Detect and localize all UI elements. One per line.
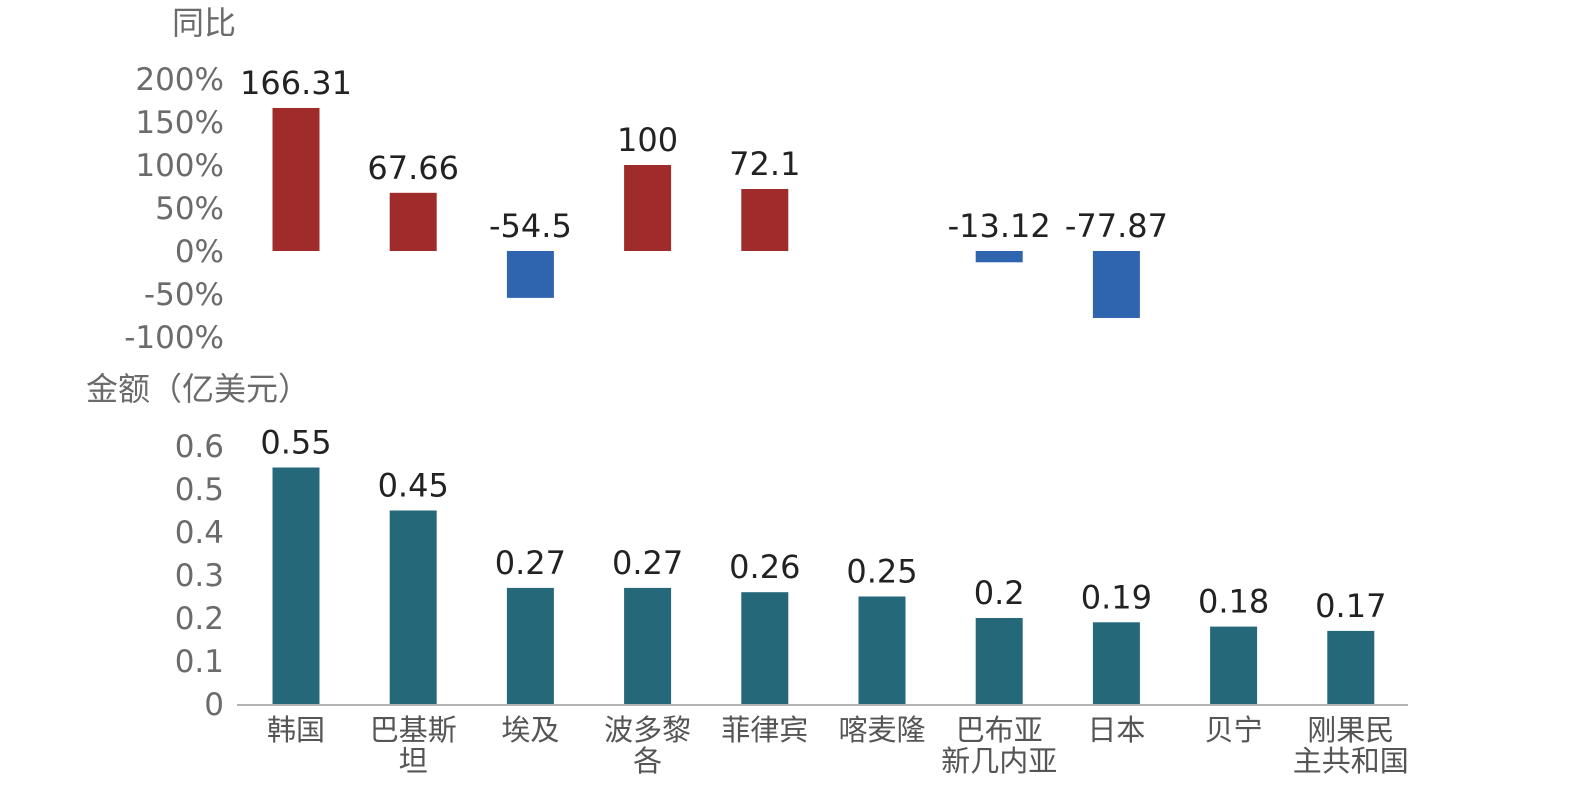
yoy-bar — [741, 188, 789, 251]
yoy-data-label: -77.87 — [1065, 207, 1168, 245]
amount-bar — [1327, 630, 1375, 704]
amount-bars — [272, 467, 1375, 704]
amount-bar — [1210, 626, 1258, 704]
category-label: 巴基斯坦 — [370, 713, 457, 778]
yoy-axis-title: 同比 — [172, 4, 236, 42]
amount-data-label: 0.27 — [612, 544, 683, 582]
amount-data-label: 0.18 — [1198, 583, 1269, 621]
yoy-tick-label: -50% — [144, 277, 224, 313]
category-label: 贝宁 — [1205, 713, 1263, 747]
yoy-data-label: 100 — [617, 121, 678, 159]
yoy-tick-labels: 200% 150% 100% 50% 0% -50% -100% — [124, 62, 224, 356]
amount-bar — [858, 596, 906, 704]
amount-data-label: 0.55 — [260, 424, 331, 462]
category-label: 埃及 — [501, 713, 559, 747]
yoy-tick-label: 0% — [175, 234, 224, 270]
yoy-data-labels: 166.31 67.66 -54.5 100 72.1 -13.12 -77.87 — [240, 64, 1168, 245]
category-label: 菲律宾 — [721, 713, 808, 747]
amount-bar — [272, 467, 320, 704]
category-label-line: 主共和国 — [1293, 744, 1409, 778]
category-label: 刚果民主共和国 — [1293, 713, 1409, 778]
category-label-line: 波多黎 — [604, 713, 691, 747]
category-label-line: 贝宁 — [1205, 713, 1263, 747]
yoy-bar — [272, 107, 320, 252]
amount-data-label: 0.25 — [846, 553, 917, 591]
amount-bar — [389, 510, 437, 704]
amount-bar — [624, 587, 672, 704]
category-label-line: 韩国 — [267, 713, 325, 747]
amount-tick-label: 0 — [204, 687, 224, 723]
amount-data-label: 0.17 — [1315, 587, 1386, 625]
yoy-tick-label: 50% — [155, 191, 224, 227]
amount-data-label: 0.2 — [974, 574, 1025, 612]
yoy-bar — [975, 251, 1023, 263]
amount-bar — [506, 587, 554, 704]
category-label-line: 刚果民 — [1307, 713, 1394, 747]
category-label-line: 巴基斯 — [370, 713, 457, 747]
amount-bar — [1092, 622, 1140, 704]
amount-bar — [975, 618, 1023, 704]
yoy-bar — [506, 251, 554, 298]
yoy-data-label: -54.5 — [489, 207, 572, 245]
category-label-line: 菲律宾 — [721, 713, 808, 747]
yoy-tick-label: 100% — [135, 148, 224, 184]
yoy-data-label: -13.12 — [948, 207, 1051, 245]
yoy-bar — [624, 165, 672, 251]
amount-tick-label: 0.4 — [175, 515, 224, 551]
category-label-line: 巴布亚 — [956, 713, 1043, 747]
yoy-bar — [1092, 251, 1140, 318]
yoy-chart: 同比 200% 150% 100% 50% 0% -50% -100% 166.31 67.6… — [124, 4, 1168, 356]
category-label-line: 新几内亚 — [941, 744, 1057, 778]
amount-tick-label: 0.3 — [175, 558, 224, 594]
category-label: 波多黎各 — [604, 713, 691, 778]
amount-data-label: 0.27 — [495, 544, 566, 582]
amount-tick-label: 0.1 — [175, 644, 224, 680]
category-label-line: 埃及 — [501, 713, 559, 747]
category-label: 巴布亚新几内亚 — [941, 713, 1057, 778]
amount-data-label: 0.26 — [729, 548, 800, 586]
yoy-data-label: 166.31 — [240, 64, 352, 102]
yoy-data-label: 72.1 — [729, 145, 800, 183]
yoy-data-label: 67.66 — [367, 149, 459, 187]
amount-bar — [741, 592, 789, 704]
category-label-line: 日本 — [1087, 713, 1145, 747]
category-label-line: 喀麦隆 — [838, 713, 925, 747]
amount-tick-label: 0.6 — [175, 429, 224, 465]
amount-tick-label: 0.5 — [175, 472, 224, 508]
yoy-bar — [389, 192, 437, 251]
category-label: 日本 — [1087, 713, 1145, 747]
amount-tick-labels: 0.6 0.5 0.4 0.3 0.2 0.1 0 — [175, 429, 224, 723]
category-label-line: 坦 — [399, 744, 428, 778]
amount-data-labels: 0.55 0.45 0.27 0.27 0.26 0.25 0.2 0.19 0.18 0.17 — [260, 424, 1386, 625]
category-label: 喀麦隆 — [838, 713, 925, 747]
amount-axis-title: 金额（亿美元） — [86, 370, 310, 408]
amount-data-label: 0.19 — [1081, 578, 1152, 616]
amount-data-label: 0.45 — [378, 467, 449, 505]
category-label-line: 各 — [633, 744, 662, 778]
amount-chart: 金额（亿美元） 0.6 0.5 0.4 0.3 0.2 0.1 0 0.55 0.45 0.27… — [86, 370, 1409, 778]
yoy-tick-label: 200% — [135, 62, 224, 98]
yoy-tick-label: 150% — [135, 105, 224, 141]
yoy-tick-label: -100% — [124, 320, 224, 356]
yoy-bars — [272, 107, 1140, 318]
category-label: 韩国 — [267, 713, 325, 747]
amount-tick-label: 0.2 — [175, 601, 224, 637]
